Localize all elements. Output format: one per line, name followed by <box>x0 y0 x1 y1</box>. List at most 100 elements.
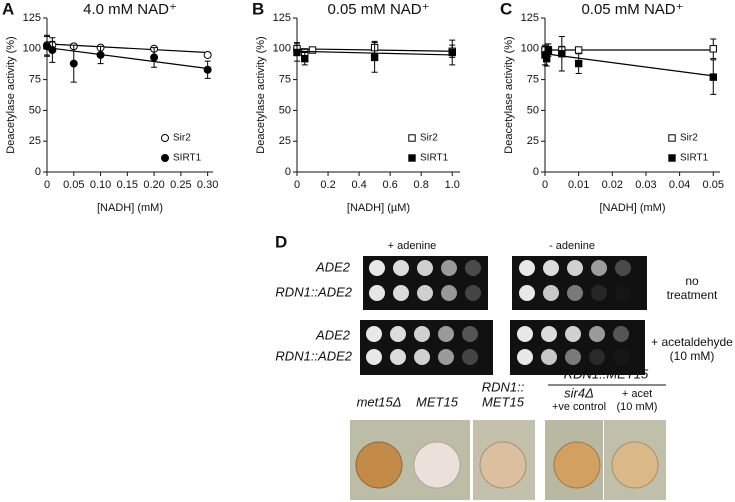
colony-spot <box>541 326 557 342</box>
y-tick-label: 125 <box>521 12 539 24</box>
legend-label: Sir2 <box>173 133 191 144</box>
x-tick-label: 0.25 <box>170 179 191 191</box>
treatment: + acetaldehyde <box>651 335 733 349</box>
y-tick-label: 0 <box>285 166 291 178</box>
treatment: treatment <box>667 288 718 302</box>
colony-spot <box>390 326 406 342</box>
well-label: MET15 <box>416 394 459 409</box>
legend-label: SIRT1 <box>680 153 709 164</box>
x-tick-label: 0 <box>294 179 300 191</box>
well-label: sir4Δ <box>564 385 594 400</box>
data-point <box>544 46 553 54</box>
colony-spot <box>441 260 457 276</box>
y-axis-label: Deacetylase activity (%) <box>5 36 17 153</box>
condition: - adenine <box>549 240 595 252</box>
data-point <box>558 50 566 58</box>
colony-spot <box>414 326 430 342</box>
data-point <box>43 42 51 51</box>
plates <box>360 256 647 375</box>
x-tick-label: 0.02 <box>602 179 623 191</box>
well-label: MET15 <box>482 394 525 409</box>
data-point <box>709 73 717 81</box>
y-axis-label: Deacetylase activity (%) <box>503 36 515 153</box>
colony-spot <box>567 285 583 301</box>
x-axis-label: [NADH] (mM) <box>600 202 666 214</box>
y-tick-label: 50 <box>527 104 539 116</box>
x-tick-label: 0.03 <box>635 179 656 191</box>
colony-spot <box>393 260 409 276</box>
y-tick-label: 75 <box>279 74 291 86</box>
well <box>553 441 601 489</box>
data-point <box>150 53 159 62</box>
legend-marker <box>161 134 169 142</box>
colony-spot <box>438 349 454 365</box>
colony-spot <box>414 349 430 365</box>
y-tick-label: 25 <box>527 135 539 147</box>
chart-title: 4.0 mM NAD⁺ <box>83 1 177 18</box>
y-tick-label: 100 <box>23 43 41 55</box>
well-label: met15Δ <box>357 394 402 409</box>
colony-spot <box>441 285 457 301</box>
colony-spot <box>589 326 605 342</box>
x-tick-label: 0.04 <box>669 179 690 191</box>
data-point <box>69 59 78 68</box>
colony-spot <box>541 349 557 365</box>
colony-spot <box>462 349 478 365</box>
colony-spot <box>613 349 629 365</box>
x-tick-label: 0.05 <box>703 179 724 191</box>
strain: ADE2 <box>315 259 351 274</box>
x-tick-label: 0.4 <box>351 179 366 191</box>
x-tick-label: 0.30 <box>197 179 218 191</box>
x-tick-label: 0.10 <box>90 179 111 191</box>
x-tick-label: 0.05 <box>63 179 84 191</box>
well <box>611 441 659 489</box>
y-tick-label: 50 <box>29 104 41 116</box>
panel-label: A <box>2 0 14 18</box>
x-tick-label: 0 <box>542 179 548 191</box>
data-point <box>293 48 301 57</box>
data-point <box>203 50 212 59</box>
panel-label: D <box>275 232 287 251</box>
y-tick-label: 75 <box>527 74 539 86</box>
colony-spot <box>393 285 409 301</box>
colony-spot <box>565 349 581 365</box>
data-point <box>448 48 456 57</box>
panel-label: B <box>252 0 264 18</box>
x-tick-label: 0.15 <box>117 179 138 191</box>
colony-spot <box>589 349 605 365</box>
legend-label: SIRT1 <box>420 153 449 164</box>
y-tick-label: 100 <box>273 43 291 55</box>
y-tick-label: 0 <box>533 166 539 178</box>
y-tick-label: 75 <box>29 74 41 86</box>
colony-spot <box>591 260 607 276</box>
x-tick-label: 0.8 <box>414 179 429 191</box>
y-tick-label: 125 <box>273 12 291 24</box>
data-point <box>301 54 309 63</box>
x-tick-label: 0.01 <box>568 179 589 191</box>
legend-label: SIRT1 <box>173 153 202 164</box>
x-tick-label: 0.6 <box>382 179 397 191</box>
data-point <box>96 50 105 59</box>
legend-label: Sir2 <box>680 133 698 144</box>
colony-spot <box>615 260 631 276</box>
data-point <box>709 45 717 53</box>
colony-spot <box>417 260 433 276</box>
strain: RDN1::ADE2 <box>275 348 352 363</box>
well <box>413 441 461 489</box>
data-point <box>203 65 212 74</box>
colony-spot <box>615 285 631 301</box>
legend-marker <box>668 134 676 142</box>
data-point <box>308 46 317 54</box>
chart-title: 0.05 mM NAD⁺ <box>327 1 429 18</box>
colony-spot <box>613 326 629 342</box>
colony-spot <box>543 285 559 301</box>
treatment: no <box>685 274 699 288</box>
legend-marker <box>408 154 416 162</box>
x-tick-label: 0.20 <box>143 179 164 191</box>
y-tick-label: 25 <box>279 135 291 147</box>
legend-marker <box>668 154 676 162</box>
strain: ADE2 <box>315 327 351 342</box>
x-axis-label: [NADH] (mM) <box>97 202 163 214</box>
colony-spot <box>565 326 581 342</box>
